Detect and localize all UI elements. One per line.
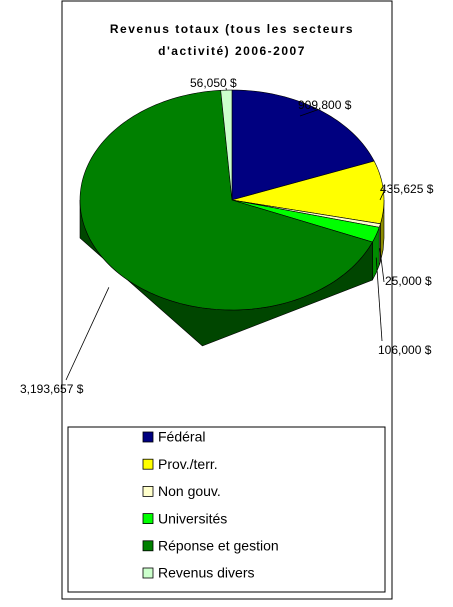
legend-swatch [143,486,153,496]
legend-label: Fédéral [158,429,205,445]
legend-swatch [143,514,153,524]
legend-label: Revenus divers [158,565,255,581]
data-label: 435,625 $ [380,182,434,196]
legend-swatch [143,432,153,442]
chart-title: d'activité) 2006-2007 [158,44,306,58]
legend-label: Universités [158,510,227,526]
chart-title: Revenus totaux (tous les secteurs [110,22,354,36]
leader-line [376,258,382,341]
legend-swatch [143,459,153,469]
data-label: 106,000 $ [378,343,432,357]
legend-swatch [143,568,153,578]
leader-line [66,287,109,380]
legend-swatch [143,541,153,551]
data-label: 56,050 $ [190,76,237,90]
legend-label: Non gouv. [158,483,221,499]
data-label: 3,193,657 $ [20,382,84,396]
data-label: 25,000 $ [385,274,432,288]
legend-label: Prov./terr. [158,456,218,472]
data-label: 909,800 $ [298,98,352,112]
legend-label: Réponse et gestion [158,538,279,554]
